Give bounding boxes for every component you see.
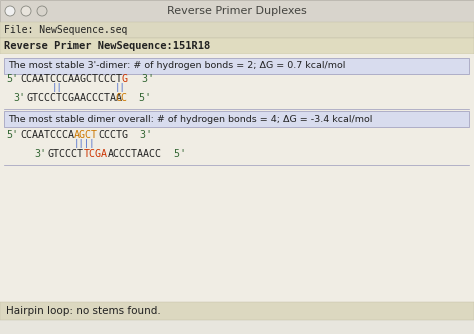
Text: ||: ||: [52, 84, 63, 93]
Circle shape: [21, 6, 31, 16]
FancyBboxPatch shape: [0, 0, 474, 22]
FancyBboxPatch shape: [4, 111, 469, 127]
Text: 3': 3': [13, 93, 25, 103]
Text: ||: ||: [115, 84, 126, 93]
Text: GTCCCTCGAACCCTAA: GTCCCTCGAACCCTAA: [27, 93, 123, 103]
FancyBboxPatch shape: [4, 58, 469, 74]
Text: CCCTG: CCCTG: [98, 130, 128, 140]
Text: AGCT: AGCT: [74, 130, 98, 140]
Text: 5': 5': [127, 93, 151, 103]
Text: 5': 5': [162, 149, 186, 159]
Text: 3': 3': [130, 74, 154, 84]
Text: CCAATCCCAAGCTCCCT: CCAATCCCAAGCTCCCT: [20, 74, 122, 84]
Text: 5': 5': [6, 74, 18, 84]
Text: 3': 3': [34, 149, 46, 159]
Text: CC: CC: [115, 93, 127, 103]
FancyBboxPatch shape: [0, 54, 474, 302]
Text: Hairpin loop: no stems found.: Hairpin loop: no stems found.: [6, 306, 161, 316]
Text: Reverse Primer NewSequence:151R18: Reverse Primer NewSequence:151R18: [4, 41, 210, 51]
FancyBboxPatch shape: [0, 302, 474, 320]
Text: Reverse Primer Duplexes: Reverse Primer Duplexes: [167, 6, 307, 16]
Text: The most stable 3'-dimer: # of hydrogen bonds = 2; ΔG = 0.7 kcal/mol: The most stable 3'-dimer: # of hydrogen …: [8, 61, 346, 70]
FancyBboxPatch shape: [0, 22, 474, 38]
Text: 3': 3': [128, 130, 152, 140]
Text: 5': 5': [6, 130, 18, 140]
Text: GTCCCT: GTCCCT: [48, 149, 84, 159]
FancyBboxPatch shape: [0, 38, 474, 54]
Circle shape: [37, 6, 47, 16]
Text: G: G: [122, 74, 128, 84]
Text: The most stable dimer overall: # of hydrogen bonds = 4; ΔG = -3.4 kcal/mol: The most stable dimer overall: # of hydr…: [8, 115, 373, 124]
Text: TCGA: TCGA: [84, 149, 108, 159]
Text: CCAATCCCA: CCAATCCCA: [20, 130, 74, 140]
Text: ACCCTAACC: ACCCTAACC: [108, 149, 162, 159]
Circle shape: [5, 6, 15, 16]
Text: ||||: ||||: [74, 140, 95, 149]
Text: File: NewSequence.seq: File: NewSequence.seq: [4, 25, 128, 35]
